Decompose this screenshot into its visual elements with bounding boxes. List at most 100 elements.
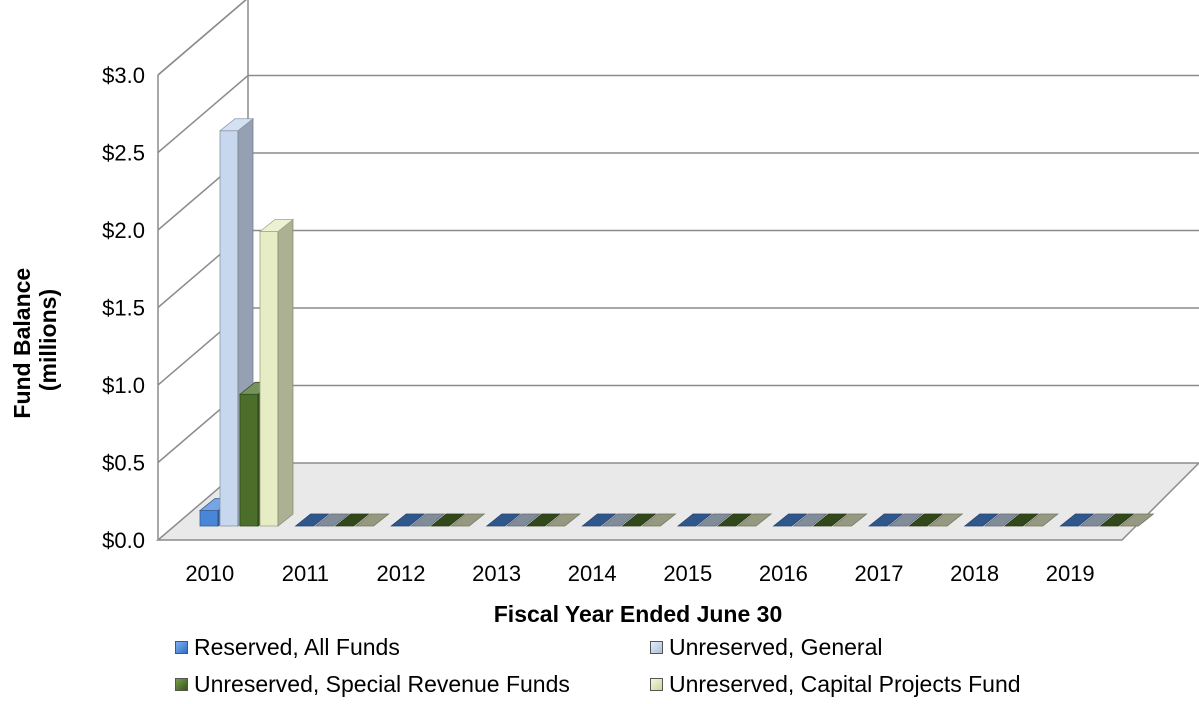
bar-zero-slab [294, 513, 330, 527]
bar-side [277, 218, 294, 527]
bar-zero-slab [1003, 513, 1039, 527]
legend-item-reserved-all-funds: Reserved, All Funds [175, 634, 400, 661]
bar [294, 513, 330, 527]
bar [772, 513, 808, 527]
bar [450, 513, 486, 527]
x-tick-label: 2018 [950, 561, 999, 586]
legend-label: Reserved, All Funds [194, 634, 400, 660]
legend-item-unreserved-general: Unreserved, General [650, 634, 883, 661]
legend-swatch [175, 678, 188, 691]
bar [258, 218, 295, 527]
gridline [157, 74, 1199, 154]
x-tick-label: 2015 [663, 561, 712, 586]
bar-zero-slab [928, 513, 964, 527]
bar [354, 513, 390, 527]
bar [314, 513, 350, 527]
bar [696, 513, 733, 527]
gridline [157, 384, 1199, 464]
bar [1003, 513, 1039, 527]
y-axis-title-line-2: (millions) [35, 289, 61, 391]
y-tick-label: $2.5 [102, 141, 145, 166]
legend-label: Unreserved, Capital Projects Fund [669, 671, 1021, 697]
bar-zero-slab [641, 513, 677, 527]
legend-item-unreserved-capital-projects-fund: Unreserved, Capital Projects Fund [650, 671, 1021, 698]
x-tick-label: 2014 [568, 561, 617, 586]
bar-front [239, 393, 259, 527]
bar-zero-slab [983, 513, 1019, 527]
legend: Reserved, All Funds Unreserved, General … [175, 634, 1175, 704]
y-tick-label: $2.0 [102, 218, 145, 243]
bar-zero-slab [1099, 513, 1135, 527]
bar [792, 513, 828, 527]
bar [1119, 513, 1155, 527]
bar-top [218, 118, 255, 132]
y-tick-label: $3.0 [102, 63, 145, 88]
bar-zero-slab [314, 513, 350, 527]
bar-zero-slab [525, 513, 561, 527]
bar-top [258, 219, 295, 232]
x-tick-label: 2013 [472, 561, 521, 586]
bar-zero-slab [1059, 513, 1095, 527]
legend-label: Unreserved, Special Revenue Funds [194, 671, 570, 697]
bar [430, 513, 466, 527]
bar [908, 513, 944, 527]
bar-zero-slab [354, 513, 390, 527]
y-tick-label: $1.5 [102, 296, 145, 321]
bar-zero-slab [716, 513, 753, 527]
bar-zero-slab [792, 513, 828, 527]
bar-zero-slab [812, 513, 848, 527]
bar [868, 513, 904, 527]
bar-zero-slab [581, 513, 617, 527]
bar-zero-slab [505, 513, 541, 527]
bar-front [219, 130, 239, 527]
bar [832, 513, 868, 527]
bar [525, 513, 561, 527]
chart-floor [155, 462, 1199, 541]
bar-zero-slab [545, 513, 581, 527]
bar [621, 513, 657, 527]
bar-zero-slab [772, 513, 808, 527]
bar-zero-slab [696, 513, 733, 527]
chart-walls [157, 0, 249, 540]
legend-swatch [175, 641, 188, 654]
bar [485, 513, 521, 527]
bar-front [199, 510, 219, 527]
x-tick-label: 2010 [185, 561, 234, 586]
gridline [157, 0, 247, 76]
bar-zero-slab [485, 513, 521, 527]
bar-zero-slab [1023, 513, 1059, 527]
x-axis-title: Fiscal Year Ended June 30 [494, 601, 783, 627]
bar [641, 513, 677, 527]
bar [888, 513, 924, 527]
bar-zero-slab [963, 513, 999, 527]
bar [505, 513, 541, 527]
bar-zero-slab [621, 513, 657, 527]
bar-zero-slab [888, 513, 924, 527]
bar [1023, 513, 1059, 527]
bar-zero-slab [1079, 513, 1115, 527]
bar-front [259, 231, 279, 527]
legend-label: Unreserved, General [669, 634, 883, 660]
bar-zero-slab [1119, 513, 1155, 527]
x-tick-label: 2012 [377, 561, 426, 586]
bars [198, 117, 1155, 527]
bar-zero-slab [908, 513, 944, 527]
bar [676, 513, 713, 527]
y-tick-label: $0.0 [102, 528, 145, 553]
gridlines [157, 0, 1199, 464]
gridline [157, 152, 1199, 231]
y-tick-label: $0.5 [102, 451, 145, 476]
bar [1079, 513, 1115, 527]
bar [736, 513, 773, 527]
bar [812, 513, 848, 527]
legend-item-unreserved-special-revenue-funds: Unreserved, Special Revenue Funds [175, 671, 570, 698]
bar [334, 513, 370, 527]
bar-zero-slab [450, 513, 486, 527]
bar [390, 513, 426, 527]
y-tick-label: $1.0 [102, 373, 145, 398]
gridline [157, 307, 1199, 386]
bar-zero-slab [390, 513, 426, 527]
x-tick-label: 2011 [282, 561, 329, 586]
legend-swatch [650, 678, 663, 691]
